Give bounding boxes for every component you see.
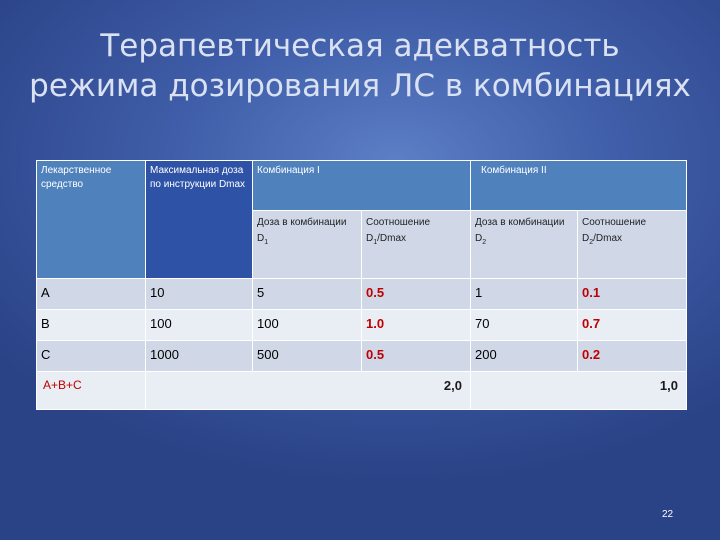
cell-drug: C	[36, 340, 146, 372]
cell-r2: 0.2	[577, 340, 687, 372]
table-row: B 100 100 1.0 70 0.7	[36, 309, 687, 341]
dose1-sub: 1	[264, 239, 269, 246]
cell-dmax: 10	[145, 278, 253, 310]
cell-sum-combo2: 1,0	[470, 371, 687, 410]
ratio2-label: Соотношение D	[582, 217, 647, 244]
ratio2-suffix: /Dmax	[593, 233, 623, 244]
cell-drug: B	[36, 309, 146, 341]
table-row: C 1000 500 0.5 200 0.2	[36, 340, 687, 372]
header-dose-2: Доза в комбинации D2	[470, 210, 578, 279]
page-number: 22	[662, 509, 674, 520]
cell-r1: 1.0	[361, 309, 471, 341]
cell-r1: 0.5	[361, 340, 471, 372]
header-drug: Лекарственное средство	[36, 160, 146, 279]
header-combination-2: Комбинация II	[470, 160, 687, 211]
cell-r2: 0.7	[577, 309, 687, 341]
dosage-table: Лекарственное средство Максимальная доза…	[36, 160, 687, 410]
dose2-label: Доза в комбинации D	[475, 217, 565, 244]
ratio1-label: Соотношение D	[366, 217, 431, 244]
cell-sum-label: A+B+C	[36, 371, 146, 410]
header-combination-1: Комбинация I	[252, 160, 471, 211]
dose2-sub: 2	[482, 239, 487, 246]
cell-sum-combo1: 2,0	[145, 371, 471, 410]
table-row: A 10 5 0.5 1 0.1	[36, 278, 687, 310]
cell-r1: 0.5	[361, 278, 471, 310]
ratio1-sub: 1	[373, 239, 378, 246]
cell-dmax: 1000	[145, 340, 253, 372]
cell-d2: 1	[470, 278, 578, 310]
ratio1-suffix: /Dmax	[377, 233, 407, 244]
header-ratio-1: Соотношение D1/Dmax	[361, 210, 471, 279]
title-line-1: Терапевтическая адекватность	[100, 28, 620, 64]
cell-drug: A	[36, 278, 146, 310]
header-max-dose: Максимальная доза по инструкции Dmax	[145, 160, 253, 279]
ratio2-sub: 2	[589, 239, 594, 246]
cell-d1: 100	[252, 309, 362, 341]
sum-row: A+B+C 2,0 1,0	[36, 371, 687, 410]
cell-d2: 200	[470, 340, 578, 372]
cell-d1: 500	[252, 340, 362, 372]
slide-title: Терапевтическая адекватность режима дози…	[0, 26, 720, 106]
dose1-label: Доза в комбинации D	[257, 217, 347, 244]
title-line-2: режима дозирования ЛС в комбинациях	[29, 68, 691, 104]
cell-d2: 70	[470, 309, 578, 341]
cell-r2: 0.1	[577, 278, 687, 310]
header-ratio-2: Соотношение D2/Dmax	[577, 210, 687, 279]
cell-d1: 5	[252, 278, 362, 310]
cell-dmax: 100	[145, 309, 253, 341]
header-dose-1: Доза в комбинации D1	[252, 210, 362, 279]
